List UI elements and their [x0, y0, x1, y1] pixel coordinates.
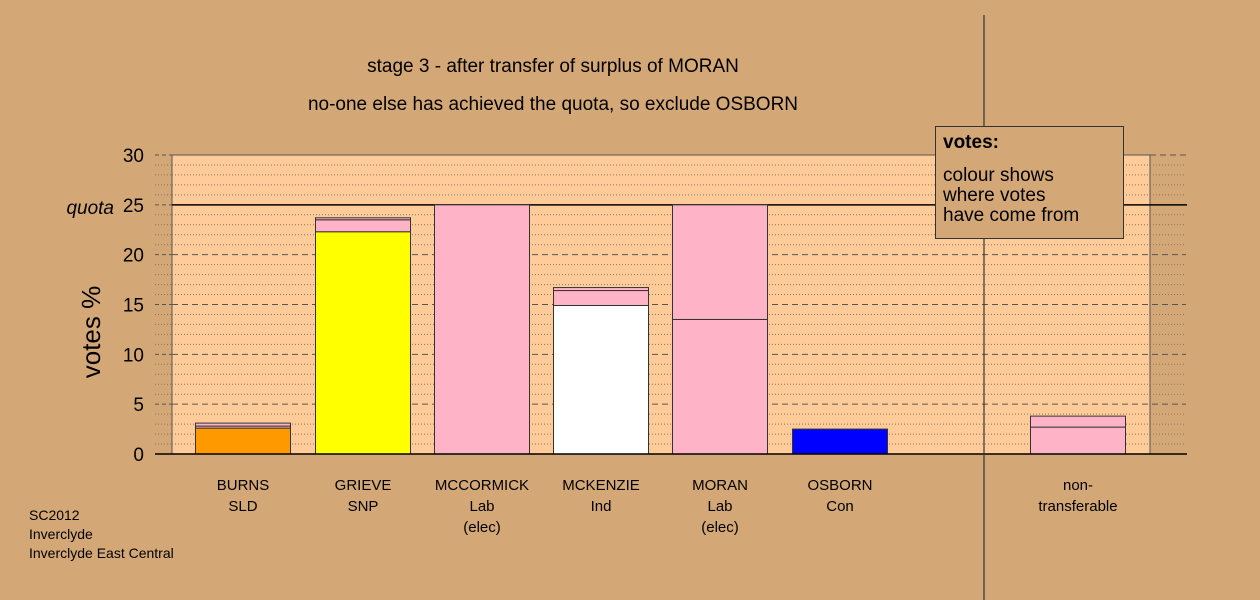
- y-tick-label: 10: [123, 345, 144, 366]
- bar-segment: [434, 204, 530, 455]
- bars: [195, 204, 1126, 455]
- x-tick-labels: BURNS SLD GRIEVE SNP MCCORMICK Lab (elec) MCKEN…: [217, 477, 1118, 536]
- footer-source: SC2012 Inverclyde Inverclyde East Centra…: [29, 506, 174, 563]
- legend-line: where votes: [943, 185, 1046, 206]
- x-category-label: GRIEVE: [335, 477, 392, 494]
- bar-stack-grieve: [315, 217, 411, 455]
- x-category-label: Lab: [469, 498, 494, 515]
- footer-line: Inverclyde: [29, 526, 93, 542]
- quota-label: quota: [66, 198, 114, 219]
- bar-segment: [1030, 415, 1126, 428]
- footer-line: Inverclyde East Central: [29, 545, 174, 561]
- bar-segment: [1030, 426, 1126, 455]
- bar-stack-moran: [672, 204, 768, 455]
- bar-stack-osborn: [792, 428, 888, 455]
- y-tick-label: 5: [133, 395, 144, 416]
- axes: [155, 15, 1187, 600]
- y-tick-label: 0: [133, 445, 144, 466]
- footer-line: SC2012: [29, 507, 80, 523]
- chart-title-line1: stage 3 - after transfer of surplus of M…: [367, 56, 739, 77]
- x-category-label: transferable: [1038, 498, 1117, 515]
- y-tick-label: 30: [123, 146, 144, 167]
- bar-segment: [315, 231, 411, 455]
- x-category-label: Con: [826, 498, 854, 515]
- bar-stack-nontransferable: [1030, 415, 1126, 455]
- x-category-label: MCCORMICK: [435, 477, 529, 494]
- y-tick-label: 25: [123, 196, 144, 217]
- bar-segment: [195, 422, 291, 427]
- bar-stack-mckenzie: [553, 287, 649, 455]
- bar-segment: [315, 219, 411, 233]
- bar-segment: [792, 428, 888, 455]
- bar-stack-burns: [195, 422, 291, 455]
- x-category-label: Lab: [707, 498, 732, 515]
- bar-segment: [672, 204, 768, 320]
- bar-stack-mccormick: [434, 204, 530, 455]
- bar-segment: [195, 427, 291, 455]
- legend-line: have come from: [943, 205, 1080, 226]
- x-category-label: OSBORN: [807, 477, 872, 494]
- x-category-label: (elec): [463, 519, 501, 536]
- x-category-label: Ind: [591, 498, 612, 515]
- bar-segment: [672, 318, 768, 455]
- y-axis-label: votes %: [76, 286, 106, 379]
- legend-title: votes:: [943, 132, 999, 153]
- legend-box: votes: colour shows where votes have com…: [935, 126, 1124, 239]
- bar-segment: [553, 290, 649, 306]
- legend-line: colour shows: [943, 165, 1054, 186]
- x-category-label: BURNS: [217, 477, 270, 494]
- x-category-label: MCKENZIE: [562, 477, 640, 494]
- x-category-label: SNP: [348, 498, 379, 515]
- y-tick-label: 20: [123, 246, 144, 267]
- bar-segment: [553, 287, 649, 292]
- x-category-label: MORAN: [692, 477, 748, 494]
- bar-segment: [315, 217, 411, 221]
- x-category-label: SLD: [228, 498, 257, 515]
- x-category-label: non-: [1063, 477, 1093, 494]
- chart-title-line2: no-one else has achieved the quota, so e…: [308, 94, 798, 115]
- bar-segment: [553, 304, 649, 455]
- x-category-label: (elec): [701, 519, 739, 536]
- y-tick-label: 15: [123, 296, 144, 317]
- y-tick-labels: 0 5 10 15 20 25 30: [123, 146, 144, 466]
